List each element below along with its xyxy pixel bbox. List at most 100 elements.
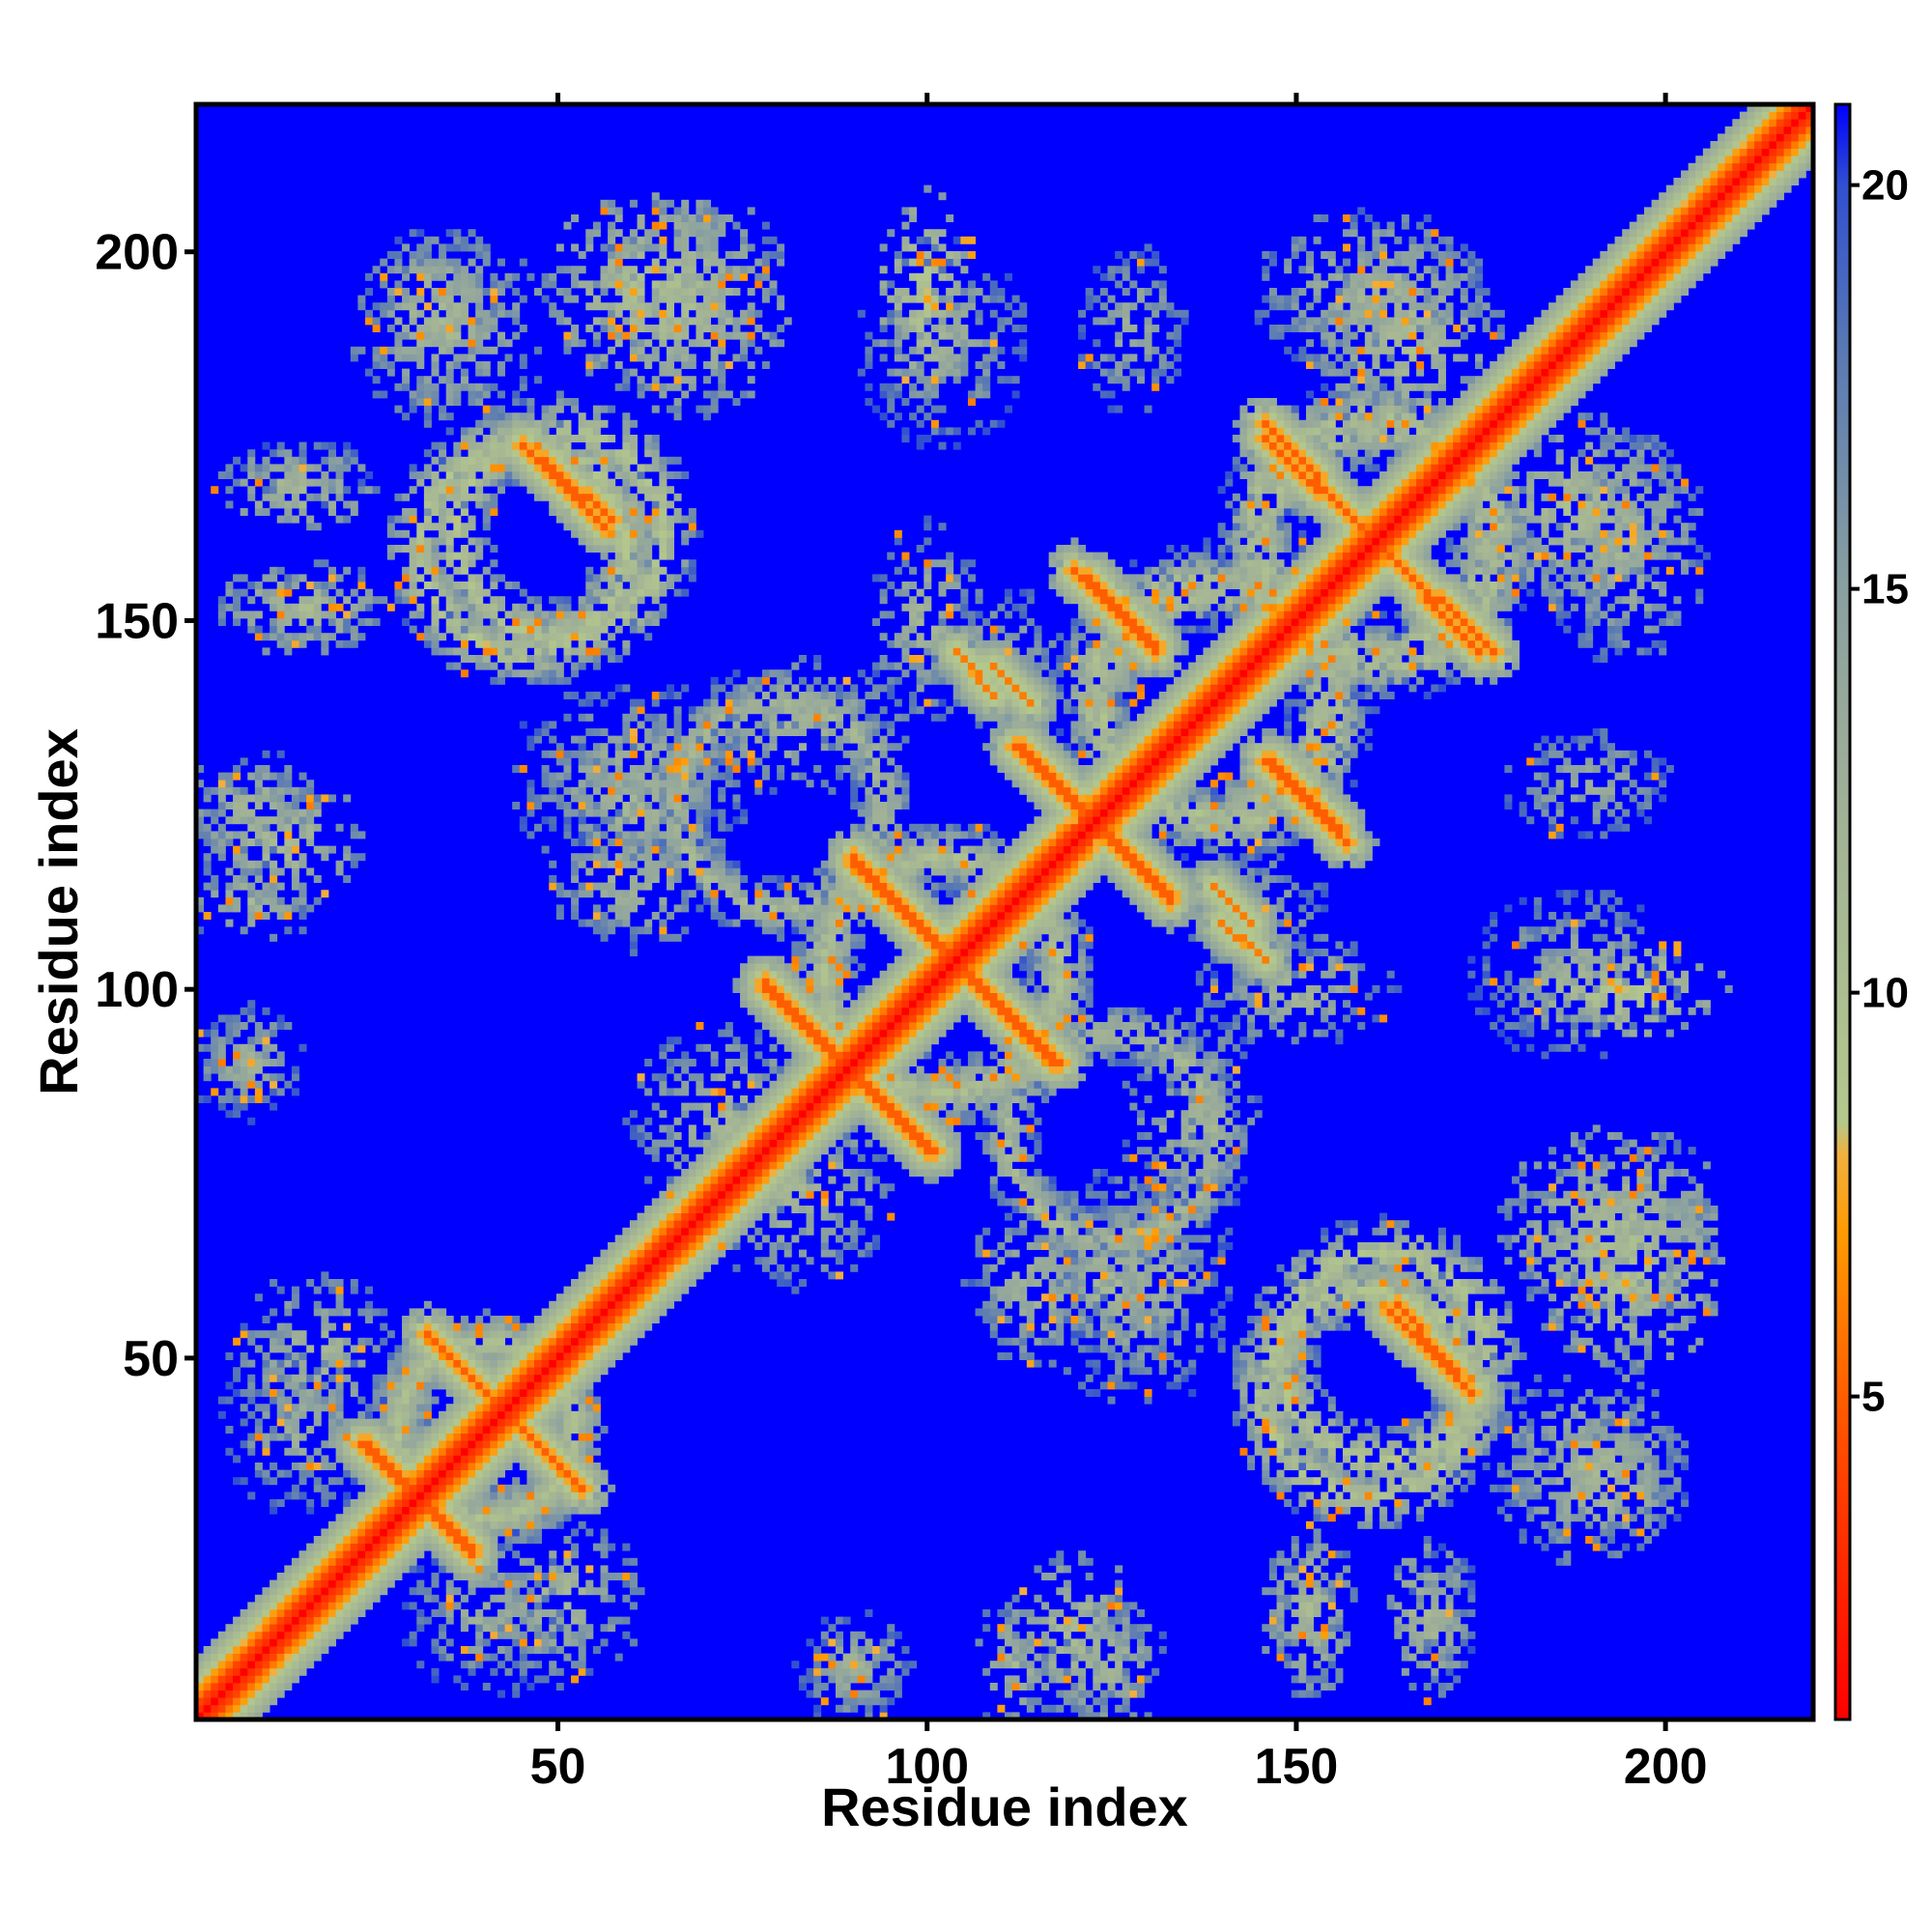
heatmap-cell (475, 383, 484, 391)
heatmap-cell (629, 272, 638, 281)
heatmap-cell (622, 603, 631, 611)
heatmap-cell (696, 786, 704, 795)
heatmap-cell (380, 1528, 388, 1537)
heatmap-cell (423, 449, 432, 458)
heatmap-cell (526, 398, 535, 406)
heatmap-cell (225, 786, 234, 795)
heatmap-cell (688, 214, 696, 222)
heatmap-cell (284, 574, 293, 582)
heatmap-cell (416, 574, 425, 582)
heatmap-cell (504, 647, 513, 656)
heatmap-cell (600, 1587, 609, 1596)
heatmap-cell (519, 1455, 527, 1463)
heatmap-cell (284, 478, 293, 487)
heatmap-cell (217, 1410, 226, 1419)
heatmap-cell (497, 471, 505, 479)
heatmap-cell (460, 272, 469, 281)
heatmap-cell (718, 376, 726, 384)
heatmap-cell (453, 339, 462, 348)
heatmap-cell (262, 1316, 270, 1323)
heatmap-cell (629, 266, 638, 274)
heatmap-cell (526, 1322, 535, 1331)
heatmap-cell (637, 721, 645, 729)
heatmap-cell (409, 1410, 417, 1419)
heatmap-cell (475, 1367, 484, 1376)
heatmap-cell (262, 1352, 270, 1360)
heatmap-cell (703, 229, 712, 238)
heatmap-cell (563, 1352, 572, 1360)
heatmap-cell (666, 1059, 674, 1066)
heatmap-cell (306, 1631, 315, 1639)
heatmap-cell (298, 603, 307, 611)
heatmap-cell (247, 1374, 256, 1382)
heatmap-cell (284, 1492, 293, 1500)
heatmap-cell (541, 1322, 550, 1331)
heatmap-cell (468, 427, 476, 436)
heatmap-cell (445, 456, 454, 465)
heatmap-cell (651, 515, 660, 524)
heatmap-cell (276, 809, 285, 817)
heatmap-cell (688, 757, 696, 766)
heatmap-cell (262, 1410, 270, 1419)
heatmap-cell (327, 1374, 336, 1382)
heatmap-cell (578, 280, 586, 289)
heatmap-cell (578, 1477, 586, 1486)
heatmap-cell (608, 449, 616, 458)
heatmap-cell (659, 368, 668, 377)
heatmap-cell (291, 809, 299, 817)
heatmap-cell (262, 1646, 270, 1654)
heatmap-cell (659, 199, 668, 208)
heatmap-cell (475, 1418, 484, 1427)
heatmap-cell (270, 1594, 278, 1603)
heatmap-cell (409, 1308, 417, 1317)
heatmap-cell (372, 1579, 381, 1588)
heatmap-cell (563, 1410, 572, 1419)
heatmap-cell (262, 456, 270, 465)
heatmap-cell (549, 721, 557, 729)
heatmap-cell (357, 1573, 366, 1580)
heatmap-cell (445, 537, 454, 546)
heatmap-cell (563, 625, 572, 634)
heatmap-cell (512, 331, 521, 340)
heatmap-cell (673, 713, 682, 722)
heatmap-cell (644, 728, 653, 736)
heatmap-cell (526, 1455, 535, 1463)
heatmap-cell (490, 618, 498, 626)
heatmap-cell (555, 1352, 564, 1360)
heatmap-cell (291, 1073, 299, 1082)
heatmap-cell (644, 1212, 653, 1221)
heatmap-cell (306, 1579, 315, 1588)
heatmap-cell (519, 1396, 527, 1405)
heatmap-cell (673, 1242, 682, 1250)
heatmap-cell (298, 456, 307, 465)
heatmap-cell (343, 1469, 352, 1478)
heatmap-cell (555, 662, 564, 670)
heatmap-cell (423, 317, 432, 326)
heatmap-cell (519, 1404, 527, 1412)
heatmap-cell (298, 890, 307, 898)
heatmap-cell (644, 243, 653, 252)
heatmap-cell (578, 786, 586, 795)
heatmap-cell (578, 1404, 586, 1412)
heatmap-cell (696, 809, 704, 817)
heatmap-cell (445, 471, 454, 479)
heatmap-cell (482, 1499, 491, 1507)
heatmap-cell (578, 816, 586, 825)
heatmap-cell (254, 1675, 263, 1684)
heatmap-cell (571, 1455, 580, 1463)
heatmap-cell (673, 325, 682, 332)
heatmap-cell (688, 890, 696, 898)
heatmap-cell (276, 1330, 285, 1339)
heatmap-cell (306, 1463, 315, 1470)
heatmap-cell (335, 1477, 344, 1486)
heatmap-cell (688, 860, 696, 868)
heatmap-cell (211, 786, 219, 795)
heatmap-cell (233, 853, 242, 862)
heatmap-cell (703, 361, 712, 369)
heatmap-cell (409, 552, 417, 560)
heatmap-cell (696, 728, 704, 736)
heatmap-cell (592, 1330, 601, 1339)
heatmap-cell (313, 1374, 322, 1382)
heatmap-cell (394, 346, 403, 355)
heatmap-cell (592, 786, 601, 795)
